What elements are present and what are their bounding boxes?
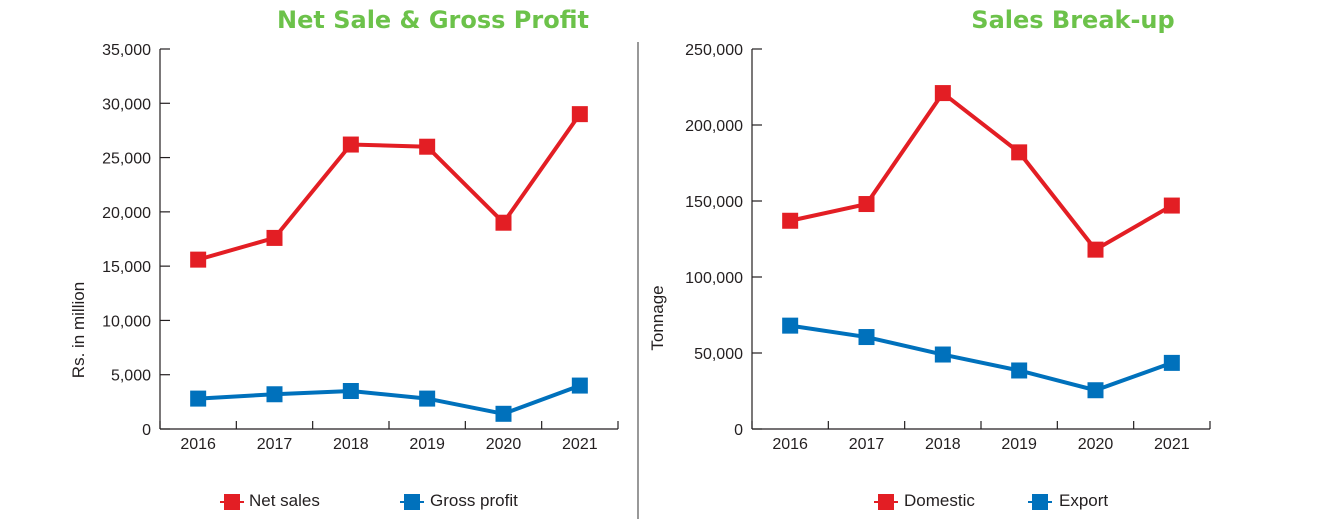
- data-point-gross-profit: [419, 390, 436, 407]
- data-point-domestic: [934, 85, 951, 102]
- y-axis-label: Rs. in million: [69, 282, 88, 378]
- series-export: [782, 317, 1180, 399]
- y-tick-label: 250,000: [685, 42, 743, 59]
- data-point-gross-profit: [495, 405, 512, 422]
- data-point-net-sales: [419, 138, 436, 155]
- data-point-domestic: [782, 212, 799, 229]
- data-point-gross-profit: [571, 377, 588, 394]
- legend-marker: [404, 494, 420, 510]
- data-point-domestic: [1011, 144, 1028, 161]
- y-tick-label: 20,000: [102, 205, 151, 222]
- legend-label: Domestic: [904, 491, 975, 510]
- legend-item-export: Export: [1028, 491, 1108, 510]
- y-tick-label: 15,000: [102, 259, 151, 276]
- x-tick-label: 2020: [1078, 436, 1114, 453]
- legend-label: Gross profit: [430, 491, 518, 510]
- x-tick-label: 2021: [1154, 436, 1190, 453]
- data-point-export: [1163, 354, 1180, 371]
- data-point-domestic: [1087, 241, 1104, 258]
- data-point-export: [1011, 362, 1028, 379]
- x-tick-label: 2016: [772, 436, 808, 453]
- x-tick-label: 2018: [925, 436, 961, 453]
- data-point-net-sales: [342, 136, 359, 153]
- legend-label: Net sales: [249, 491, 320, 510]
- x-tick-label: 2018: [333, 436, 369, 453]
- y-tick-label: 0: [734, 422, 743, 439]
- series-net-sales: [190, 106, 588, 268]
- y-tick-label: 100,000: [685, 270, 743, 287]
- series-line-domestic: [789, 90, 1173, 253]
- legend-item-domestic: Domestic: [874, 491, 975, 510]
- x-tick-label: 2016: [180, 436, 216, 453]
- x-tick-label: 2019: [409, 436, 445, 453]
- legend-marker: [1032, 494, 1048, 510]
- x-tick-label: 2021: [562, 436, 598, 453]
- data-point-gross-profit: [342, 383, 359, 399]
- chart-title: Net Sale & Gross Profit: [277, 6, 589, 34]
- x-tick-label: 2017: [849, 436, 885, 453]
- y-tick-label: 5,000: [111, 368, 151, 385]
- x-tick-label: 2020: [486, 436, 522, 453]
- series-domestic: [782, 85, 1180, 258]
- series-gross-profit: [190, 377, 588, 422]
- data-point-export: [858, 329, 875, 346]
- legend-item-net-sales: Net sales: [220, 491, 320, 510]
- y-tick-label: 0: [142, 422, 151, 439]
- x-tick-label: 2019: [1001, 436, 1037, 453]
- data-point-net-sales: [571, 106, 588, 123]
- y-tick-label: 30,000: [102, 96, 151, 113]
- y-tick-label: 50,000: [694, 346, 743, 363]
- legend-item-gross-profit: Gross profit: [400, 491, 518, 510]
- legend-label: Export: [1059, 491, 1108, 510]
- data-point-net-sales: [495, 214, 512, 231]
- sales-breakup-chart: Sales Break-up Tonnage 0 50,000 100,000 150,0…: [648, 6, 1211, 510]
- y-tick-label: 10,000: [102, 313, 151, 330]
- data-point-net-sales: [190, 251, 207, 268]
- y-tick-label: 35,000: [102, 42, 151, 59]
- net-sale-gross-profit-chart: Net Sale & Gross Profit Rs. in million 0 5,…: [69, 6, 619, 510]
- y-axis-label: Tonnage: [648, 285, 667, 350]
- legend-marker: [224, 494, 240, 510]
- x-tick-label: 2017: [257, 436, 293, 453]
- series-line-net-sales: [197, 112, 582, 262]
- series-line-export: [789, 323, 1173, 393]
- data-point-domestic: [858, 196, 875, 213]
- series-line-gross-profit: [198, 383, 581, 416]
- data-point-export: [934, 346, 951, 363]
- y-tick-label: 25,000: [102, 151, 151, 168]
- data-point-gross-profit: [190, 390, 207, 407]
- y-tick-label: 150,000: [685, 194, 743, 211]
- data-point-gross-profit: [266, 386, 283, 403]
- legend-marker: [878, 494, 894, 510]
- y-tick-label: 200,000: [685, 118, 743, 135]
- data-point-net-sales: [266, 229, 283, 246]
- data-point-domestic: [1163, 197, 1180, 214]
- data-point-export: [1087, 382, 1104, 399]
- chart-title: Sales Break-up: [971, 6, 1174, 34]
- data-point-export: [782, 317, 799, 334]
